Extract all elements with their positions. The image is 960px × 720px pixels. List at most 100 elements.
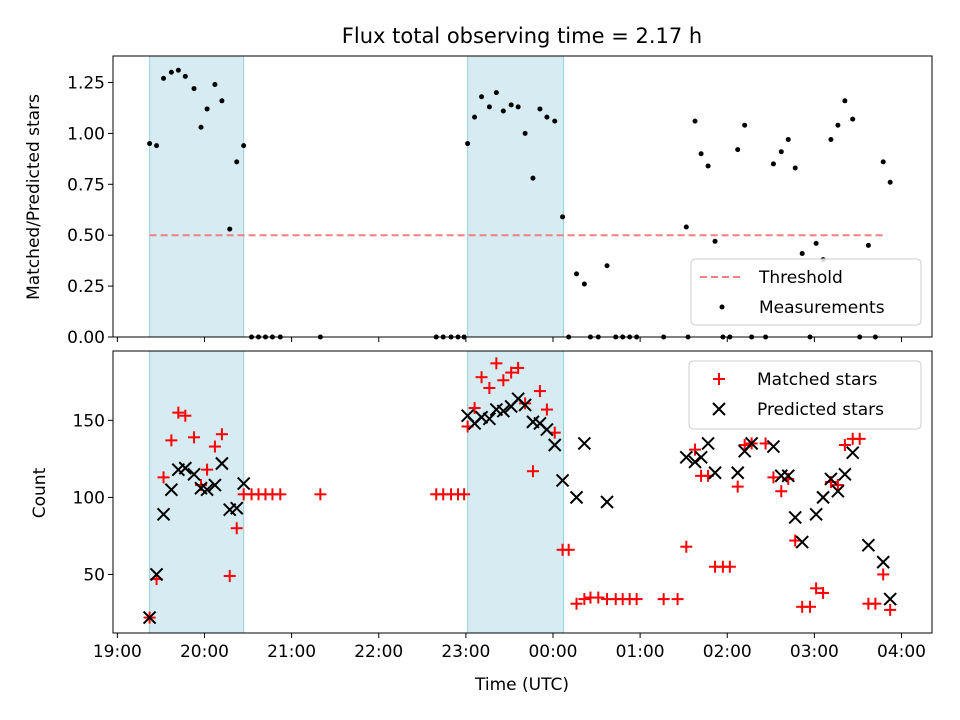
matched-stars-point [789,534,802,547]
predicted-stars-point [831,484,845,498]
matched-stars-point [172,406,185,419]
matched-stars-point [570,597,583,610]
measurement-point [865,242,871,248]
measurement-point [168,69,174,75]
matched-stars-point [877,568,890,581]
measurement-point [705,163,711,169]
predicted-stars-point [200,482,214,497]
measurement-point [212,82,218,88]
predicted-stars-point [548,438,562,452]
matched-stars-point [519,397,532,410]
predicted-stars-point [730,466,745,480]
matched-stars-point [475,371,488,384]
predicted-stars-point [809,507,823,522]
measurement-point [191,86,197,92]
observing-window-1 [149,55,245,338]
predicted-stars-point [496,404,511,418]
predicted-stars-point [766,439,781,454]
predicted-stars-point [816,490,830,505]
legend-measurements-swatch [719,304,725,310]
measurement-point [219,98,225,104]
measurement-point [735,147,741,153]
measurement-point [479,94,485,100]
measurement-point [241,143,247,149]
measurement-point [742,122,748,128]
matched-stars-point [540,403,553,416]
matched-stars-point [526,465,539,478]
predicted-stars-point [149,567,164,582]
predicted-stars-point [883,592,897,606]
matched-stars-point [179,409,192,422]
bottom-legend-box [688,360,922,430]
measurement-point [175,67,181,73]
measurement-point [465,141,471,147]
matched-stars-point [689,443,702,456]
predicted-stars-point [555,473,570,488]
predicted-stars-point [701,436,715,451]
predicted-stars-point [781,469,795,483]
measurement-point [835,122,841,128]
measurement-point [692,118,698,124]
matched-stars-point [731,480,744,493]
measurement-point [204,106,210,112]
top-ylabel: Matched/Predicted stars [24,94,44,300]
measurement-point [683,224,689,230]
matched-stars-point [157,471,170,484]
matched-stars-point [208,440,221,453]
matched-stars-point [738,439,751,451]
predicted-stars-point [236,476,251,491]
x-tick-label: 21:00 [267,642,316,662]
measurement-point [887,179,893,185]
measurement-point [227,226,233,232]
y-tick-label: 150 [73,411,105,431]
y-tick-label: 1.00 [67,124,105,144]
measurement-point [472,114,478,120]
predicted-stars-point [744,436,759,451]
matched-stars-point [592,591,605,604]
legend-threshold-label: Threshold [758,268,843,288]
matched-stars-point [804,600,817,613]
predicted-stars-point [788,510,802,525]
matched-stars-point [223,569,236,582]
matched-stars-point [490,357,503,370]
x-tick-label: 00:00 [528,642,577,662]
measurement-point [522,130,528,136]
matched-stars-point [723,560,736,573]
predicted-stars-point [795,535,809,549]
x-tick-label: 01:00 [616,642,665,662]
matched-stars-point [810,582,823,595]
x-axis-label: Time (UTC) [474,675,569,695]
predicted-stars-point [708,466,722,480]
measurement-point [500,108,506,114]
measurement-point [792,165,798,171]
matched-stars-point [505,366,518,379]
figure-title: Flux total observing time = 2.17 h [342,24,702,48]
predicted-stars-point [518,398,532,412]
matched-stars-point [533,385,546,398]
matched-stars-point [630,593,643,606]
measurement-point [515,104,521,110]
predicted-stars-point [142,610,157,625]
y-tick-label: 1.25 [67,73,105,93]
measurement-point [198,124,204,130]
measurement-point [604,263,610,269]
y-tick-label: 50 [83,565,105,585]
legend-predicted-swatch [712,402,726,416]
predicted-stars-point [876,555,890,569]
matched-stars-point [775,485,788,498]
predicted-stars-point [540,422,554,437]
measurement-point [161,75,167,81]
legend-measurements-label: Measurements [759,298,885,318]
y-tick-label: 0.75 [67,175,105,195]
top-legend: Threshold Measurements [690,258,922,326]
matched-stars-point [468,402,481,415]
measurement-point [147,141,153,147]
measurement-point [880,159,886,165]
predicted-stars-point [679,450,694,465]
predicted-stars-point [688,455,702,469]
matched-stars-point [869,597,882,610]
predicted-stars-point [838,467,852,481]
predicted-stars-point [187,467,201,481]
y-tick-label: 0.50 [67,226,105,246]
